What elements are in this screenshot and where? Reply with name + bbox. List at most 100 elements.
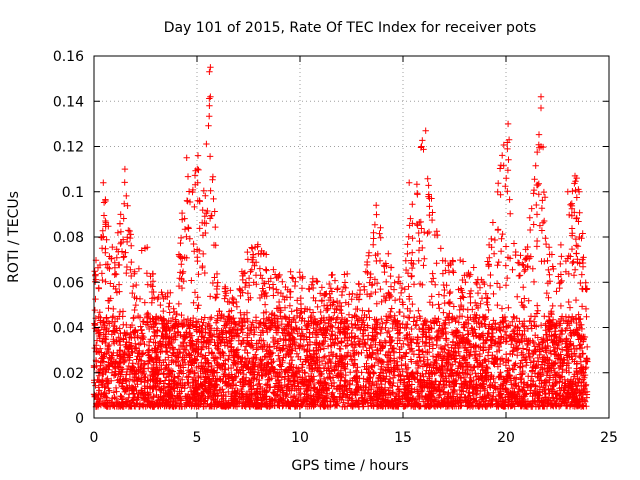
data-point [430, 275, 437, 282]
data-point [253, 340, 260, 347]
data-point [401, 286, 408, 293]
data-point [192, 167, 199, 174]
data-point [494, 301, 501, 309]
data-point [105, 305, 112, 312]
data-points [90, 64, 591, 410]
data-point [188, 277, 195, 284]
data-point [557, 302, 565, 310]
data-point [577, 358, 585, 365]
data-point [464, 370, 471, 378]
data-point [253, 346, 260, 353]
data-point [534, 307, 541, 314]
data-point [509, 266, 516, 273]
data-point [262, 353, 269, 360]
data-point [320, 345, 328, 352]
data-point [415, 307, 422, 314]
data-point [336, 345, 343, 352]
data-point [183, 197, 191, 204]
data-point [405, 342, 413, 349]
data-point [194, 305, 201, 312]
data-point [554, 345, 561, 352]
data-point [410, 281, 418, 288]
data-point [428, 293, 435, 300]
data-point [96, 387, 103, 394]
data-point [233, 303, 241, 310]
data-point [542, 327, 549, 334]
data-point [201, 314, 208, 321]
data-point [128, 321, 136, 329]
data-point [425, 182, 432, 189]
data-point [342, 299, 349, 306]
data-point [349, 290, 356, 297]
data-point [541, 313, 548, 320]
data-point [421, 255, 428, 262]
data-point [347, 369, 354, 376]
data-point [208, 314, 215, 321]
data-point [169, 344, 176, 352]
data-point [246, 357, 253, 365]
data-point [447, 288, 454, 296]
data-point [117, 240, 124, 247]
data-point [114, 229, 122, 236]
data-point [424, 230, 431, 237]
data-point [534, 302, 541, 309]
data-point [382, 324, 389, 331]
data-point [443, 335, 450, 342]
data-point [203, 140, 210, 148]
data-point [497, 248, 505, 255]
data-point [518, 375, 525, 382]
data-point [385, 327, 392, 335]
data-point [211, 208, 218, 215]
data-point [565, 314, 573, 321]
grid [94, 56, 609, 418]
data-point [409, 201, 416, 208]
data-point [158, 347, 166, 355]
data-point [415, 229, 422, 237]
data-point [494, 262, 501, 269]
data-point [279, 346, 286, 353]
data-point [496, 284, 504, 291]
data-point [510, 313, 517, 320]
data-point [540, 188, 548, 196]
data-point [397, 289, 405, 297]
data-point [354, 379, 361, 386]
data-point [338, 339, 345, 346]
data-point [395, 273, 403, 281]
data-point [502, 262, 509, 269]
data-point [515, 272, 523, 280]
data-point [415, 247, 423, 254]
data-point [184, 173, 192, 180]
data-point [504, 274, 511, 282]
data-point [567, 201, 574, 208]
data-point [175, 300, 182, 308]
data-point [413, 181, 421, 188]
data-point [572, 296, 580, 304]
data-point [497, 191, 504, 198]
data-point [498, 235, 505, 242]
data-point [195, 271, 202, 278]
chart-title: Day 101 of 2015, Rate Of TEC Index for r… [164, 20, 537, 36]
data-point [343, 342, 351, 349]
data-point [162, 348, 170, 356]
data-point [372, 288, 379, 296]
data-point [583, 313, 590, 320]
data-point [166, 300, 173, 307]
data-point [493, 280, 501, 287]
data-point [468, 367, 476, 374]
data-point [435, 291, 443, 298]
data-point [527, 313, 535, 320]
data-point [531, 322, 538, 329]
data-point [174, 373, 182, 380]
data-point [444, 341, 452, 348]
data-point [351, 333, 359, 340]
data-point [177, 234, 185, 242]
data-point [472, 279, 480, 286]
data-point [134, 360, 142, 368]
data-point [473, 397, 480, 404]
data-point [402, 257, 409, 264]
data-point [496, 165, 504, 172]
data-point [206, 315, 214, 323]
data-point [403, 324, 410, 331]
data-point [497, 327, 504, 334]
data-point [117, 355, 124, 362]
